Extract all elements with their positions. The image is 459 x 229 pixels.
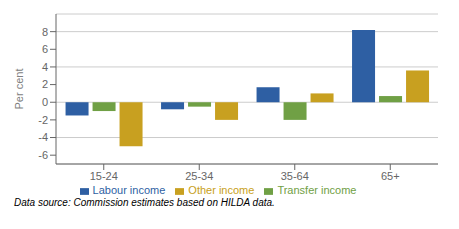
svg-text:35-64: 35-64 [281, 170, 309, 182]
svg-text:-6: -6 [38, 149, 48, 161]
svg-text:Per cent: Per cent [13, 69, 25, 110]
svg-text:2: 2 [42, 78, 48, 90]
svg-text:-4: -4 [38, 131, 48, 143]
svg-text:25-34: 25-34 [185, 170, 213, 182]
svg-text:0: 0 [42, 96, 48, 108]
svg-text:15-24: 15-24 [90, 170, 118, 182]
html-text:Data source: Commission estima: Data source: Commission estimates based … [14, 197, 275, 208]
html-text:Other income: Other income [188, 184, 255, 196]
svg-text:-2: -2 [38, 114, 48, 126]
html-text:Labour income: Labour income [92, 184, 166, 196]
html-text:Transfer income: Transfer income [277, 184, 357, 196]
svg-text:65+: 65+ [381, 170, 400, 182]
svg-text:4: 4 [42, 61, 48, 73]
svg-text:6: 6 [42, 43, 48, 55]
svg-text:8: 8 [42, 26, 48, 38]
